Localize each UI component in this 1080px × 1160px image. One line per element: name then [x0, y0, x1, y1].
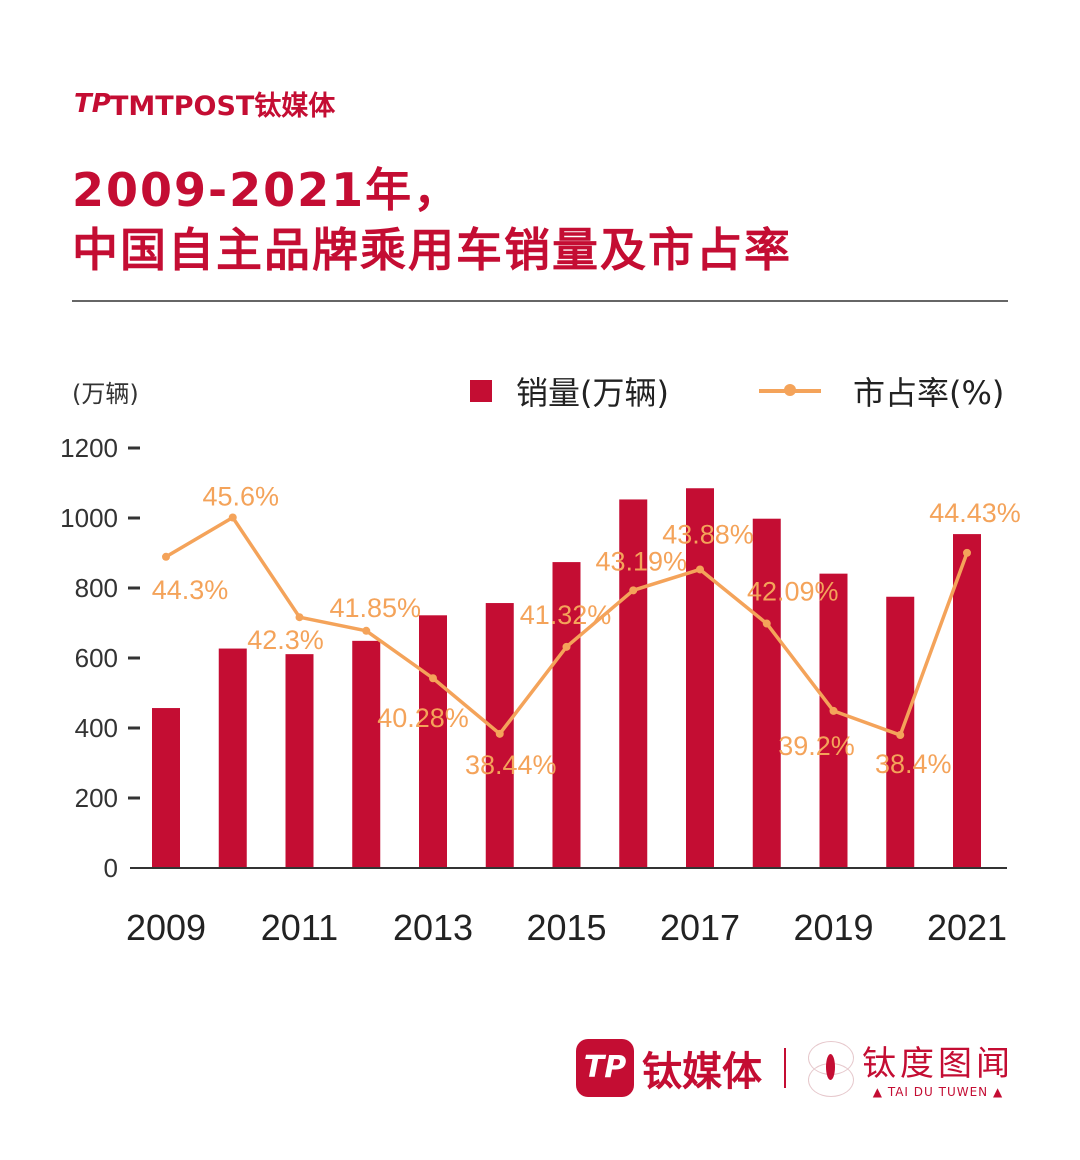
tmtpost-logo: TP TMTPOST钛媒体 — [74, 84, 335, 123]
bar-2021 — [953, 534, 981, 868]
legend-line-swatch — [758, 384, 821, 396]
share-point-2021 — [963, 548, 971, 557]
x-tick-label: 2009 — [126, 907, 206, 948]
share-point-2016 — [629, 586, 638, 595]
bar-2016 — [619, 499, 648, 868]
share-data-label: 44.3% — [152, 575, 229, 605]
bar-2010 — [218, 648, 247, 868]
eye-logo-icon — [808, 1040, 854, 1097]
y-tick-label: 200 — [75, 783, 118, 813]
share-data-label: 39.2% — [778, 731, 855, 761]
share-point-2018 — [762, 619, 771, 628]
legend: 销量(万辆) 市占率(%) — [470, 368, 1004, 414]
share-data-label: 42.3% — [247, 625, 324, 655]
tmtpost-app-icon: TP — [576, 1038, 634, 1097]
x-tick-label: 2021 — [927, 907, 1007, 948]
share-data-label: 38.4% — [875, 749, 952, 779]
share-data-label: 45.6% — [202, 481, 279, 511]
bar-2019 — [819, 573, 848, 868]
y-tick-label: 1200 — [60, 433, 118, 463]
footer-logos: TP 钛媒体 钛度图闻 ▲ TAI DU TUWEN ▲ — [576, 1036, 1014, 1099]
bar-2012 — [352, 640, 381, 868]
share-point-2015 — [562, 642, 571, 651]
y-tick-label: 0 — [104, 853, 118, 883]
bar-2009 — [152, 708, 180, 868]
sub-brand: 钛度图闻 — [862, 1044, 1014, 1084]
legend-bar-label: 销量(万辆) — [516, 374, 669, 412]
share-data-label: 43.19% — [595, 546, 687, 576]
y-tick-label: 1000 — [60, 503, 118, 533]
share-point-2019 — [829, 706, 838, 715]
bar-2011 — [285, 654, 314, 868]
y-tick-label: 800 — [75, 573, 118, 603]
share-point-2020 — [896, 731, 905, 740]
share-point-2012 — [362, 626, 371, 635]
footer-separator — [784, 1047, 786, 1088]
share-data-label: 43.88% — [662, 519, 754, 549]
footer-brand: 钛媒体 — [642, 1048, 762, 1095]
share-point-2013 — [429, 674, 437, 683]
bar-2013 — [419, 615, 447, 868]
share-point-2011 — [295, 613, 304, 622]
share-data-label: 44.43% — [929, 498, 1021, 528]
y-tick-label: 600 — [75, 643, 118, 673]
x-tick-label: 2019 — [793, 907, 873, 948]
logo-text: TMTPOST钛媒体 — [110, 91, 336, 122]
title-line-2: 中国自主品牌乘用车销量及市占率 — [72, 223, 792, 277]
divider — [72, 300, 1008, 302]
x-tick-label: 2015 — [526, 907, 606, 948]
bar-2017 — [686, 488, 714, 868]
chart-title: 2009-2021年， 中国自主品牌乘用车销量及市占率 — [72, 160, 792, 280]
share-data-label: 41.85% — [329, 593, 421, 623]
sub-brand-en: ▲ TAI DU TUWEN ▲ — [872, 1085, 1004, 1099]
share-data-label: 42.09% — [747, 577, 839, 607]
share-data-label: 38.44% — [465, 750, 557, 780]
x-tick-label: 2011 — [261, 907, 338, 948]
bar-2018 — [752, 518, 781, 868]
share-point-2010 — [228, 513, 237, 522]
legend-bar-swatch — [470, 380, 492, 402]
y-tick-label: 400 — [75, 713, 118, 743]
bar-2015 — [552, 562, 581, 868]
x-tick-label: 2017 — [660, 907, 740, 948]
y-axis-unit: (万辆) — [72, 380, 139, 408]
legend-line-label: 市占率(%) — [852, 374, 1005, 412]
share-point-2017 — [696, 565, 704, 574]
x-tick-label: 2013 — [393, 907, 473, 948]
title-line-1: 2009-2021年， — [72, 163, 462, 217]
taidu-logo: 钛度图闻 ▲ TAI DU TUWEN ▲ — [862, 1036, 1014, 1099]
share-point-2009 — [162, 552, 170, 561]
share-data-label: 40.28% — [377, 703, 469, 733]
share-point-2014 — [495, 729, 504, 738]
share-data-label: 41.32% — [520, 600, 612, 630]
